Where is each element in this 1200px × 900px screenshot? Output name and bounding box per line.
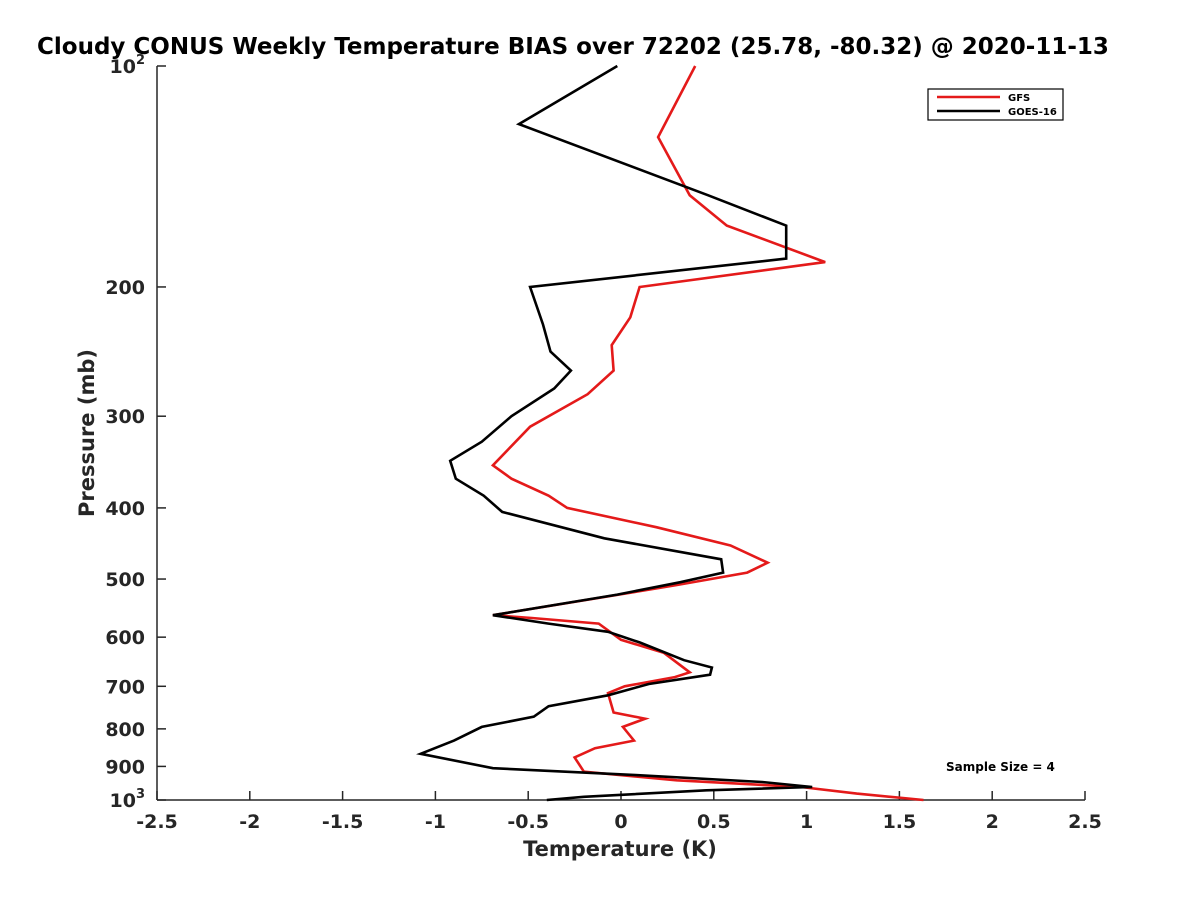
x-tick-label: 0	[614, 811, 627, 833]
x-axis-ticks: -2.5 -2 -1.5 -1 -0.5 0 0.5 1 1.5 2 2.5	[136, 791, 1102, 833]
y-tick-label: 200	[105, 277, 145, 299]
y-tick-label: 800	[105, 719, 145, 741]
x-tick-label: -0.5	[507, 811, 549, 833]
x-axis-label: Temperature (K)	[523, 837, 717, 861]
y-axis-ticks: 102 200 300 400 500 600 700 800 900 103	[105, 53, 166, 812]
sample-size-annotation: Sample Size = 4	[946, 760, 1055, 774]
y-axis-label: Pressure (mb)	[75, 349, 99, 517]
series-line-gfs	[490, 65, 924, 802]
series-line-goes-16	[416, 64, 813, 802]
x-tick-label: -2.5	[136, 811, 178, 833]
x-tick-label: 1	[800, 811, 813, 833]
y-tick-label: 500	[105, 569, 145, 591]
x-tick-label: 2.5	[1068, 811, 1102, 833]
y-tick-label: 102	[110, 53, 146, 78]
x-tick-label: 2	[986, 811, 999, 833]
y-tick-label: 300	[105, 406, 145, 428]
legend-box	[927, 88, 1064, 121]
legend-label-goes-16: GOES-16	[1008, 107, 1057, 118]
y-tick-label: 700	[105, 676, 145, 698]
x-tick-label: -1.5	[322, 811, 364, 833]
legend: GFS GOES-16	[927, 88, 1064, 121]
x-tick-label: 1.5	[883, 811, 917, 833]
x-tick-label: -2	[239, 811, 260, 833]
x-tick-label: -1	[425, 811, 446, 833]
legend-label-gfs: GFS	[1008, 93, 1030, 104]
x-tick-label: 0.5	[697, 811, 731, 833]
y-tick-label: 600	[105, 627, 145, 649]
chart-title: Cloudy CONUS Weekly Temperature BIAS ove…	[37, 34, 1109, 60]
y-tick-label: 900	[105, 756, 145, 778]
y-tick-label: 103	[110, 787, 146, 812]
series-layer	[416, 64, 924, 802]
y-tick-label: 400	[105, 498, 145, 520]
plot-area	[156, 66, 1085, 801]
